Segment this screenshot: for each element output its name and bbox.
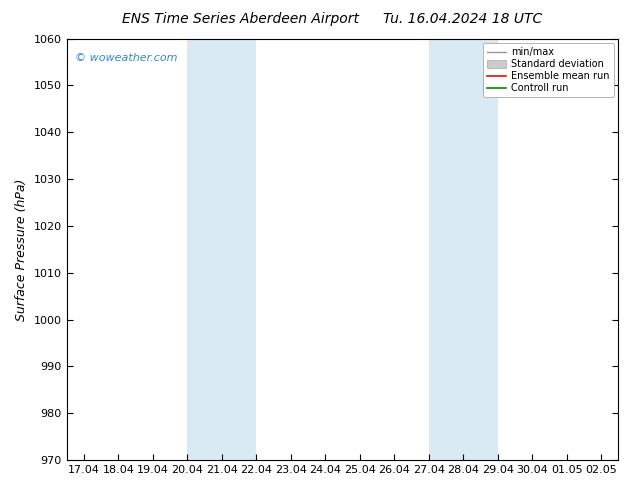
Bar: [187, 39, 256, 460]
Text: Tu. 16.04.2024 18 UTC: Tu. 16.04.2024 18 UTC: [383, 12, 543, 26]
Bar: [429, 39, 498, 460]
Text: © woweather.com: © woweather.com: [75, 53, 178, 63]
Y-axis label: Surface Pressure (hPa): Surface Pressure (hPa): [15, 178, 28, 320]
Text: ENS Time Series Aberdeen Airport: ENS Time Series Aberdeen Airport: [122, 12, 359, 26]
Legend: min/max, Standard deviation, Ensemble mean run, Controll run: min/max, Standard deviation, Ensemble me…: [483, 44, 614, 97]
